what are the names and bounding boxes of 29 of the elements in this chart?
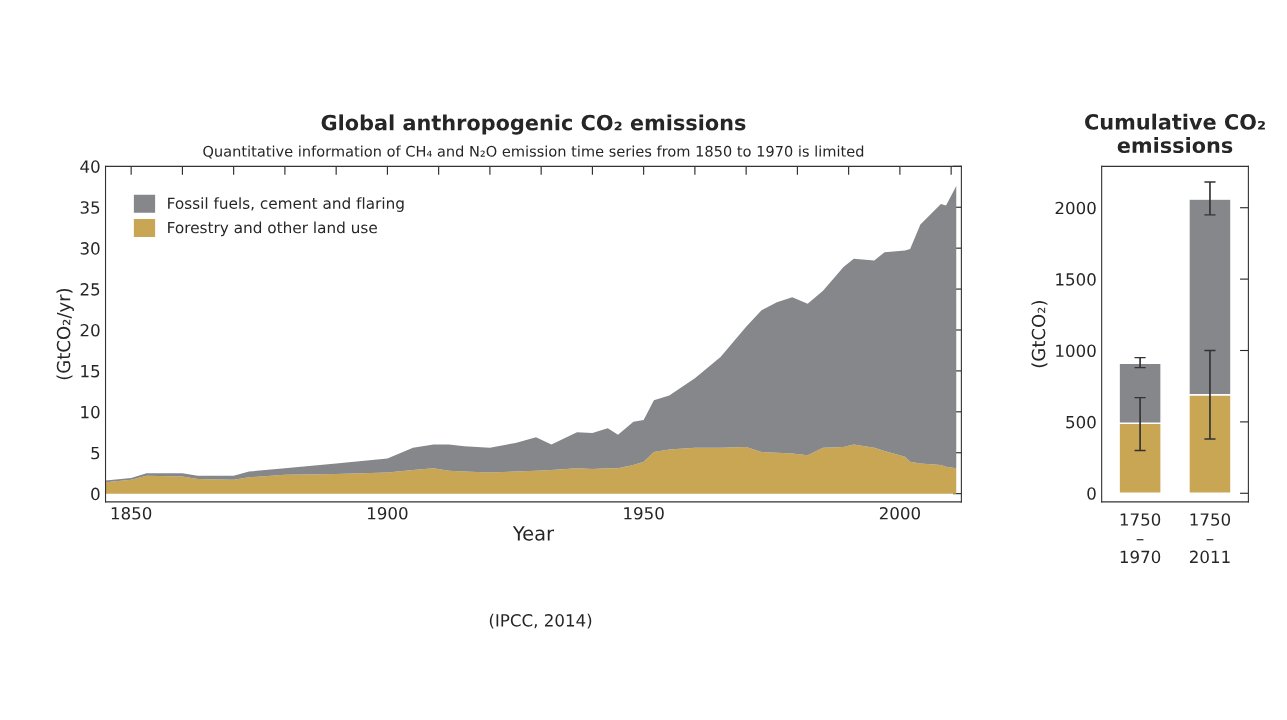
y-tick-label: 1500 [1056, 273, 1096, 286]
y-tick-label: 35 [80, 201, 100, 214]
x-axis-title: Year [512, 526, 555, 541]
y-tick-label: 10 [81, 405, 100, 419]
y-tick-label: 15 [81, 365, 100, 378]
legend-label: Fossil fuels, cement and flaring [168, 197, 404, 212]
x-tick-label: 1750 – 1970 [1120, 513, 1161, 564]
x-tick-label: 2000 [879, 507, 920, 520]
y-tick-label: 500 [1066, 415, 1096, 429]
x-tick-label: 1750 – 2011 [1189, 513, 1231, 564]
y-tick-label: 2000 [1055, 201, 1096, 215]
y-axis-title: (GtCO₂/yr) [56, 288, 74, 380]
x-tick-label: 1900 [368, 507, 408, 520]
text: (IPCC, 2014) [489, 613, 592, 629]
y-tick-label: 0 [1087, 487, 1096, 500]
y-tick-label: 25 [80, 283, 100, 296]
y-tick-label: 0 [91, 487, 100, 501]
y-tick-label: 1000 [1056, 344, 1096, 358]
chart-subtitle: Quantitative information of CH₄ and N₂O emission time series from 1850 to 1970 is limited [203, 145, 864, 159]
legend-label: Forestry and other land use [168, 221, 377, 237]
x-tick-label: 1950 [624, 507, 664, 520]
chart-title: Global anthropogenic CO₂ emissions [321, 114, 746, 135]
chart-title: Cumulative CO₂ emissions [1085, 113, 1265, 154]
x-tick-label: 1850 [111, 507, 152, 520]
y-tick-label: 40 [80, 160, 100, 173]
y-tick-label: 5 [91, 446, 100, 460]
y-axis-title: (GtCO₂) [1031, 301, 1048, 368]
y-tick-label: 30 [80, 242, 100, 255]
y-tick-label: 20 [80, 323, 100, 337]
